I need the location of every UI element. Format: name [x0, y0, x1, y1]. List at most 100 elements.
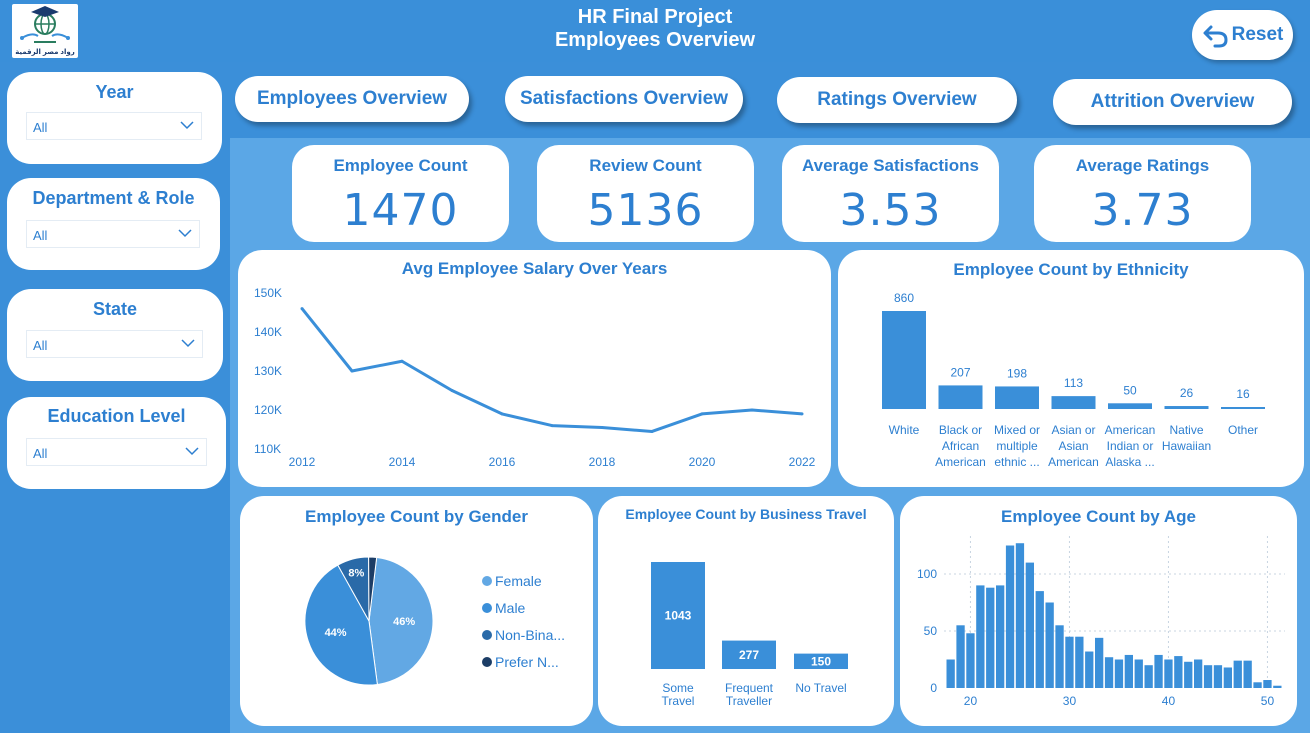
state-dropdown[interactable]: All	[26, 330, 203, 358]
year-dropdown[interactable]: All	[26, 112, 202, 140]
legend-marker	[482, 657, 492, 667]
age-bar	[1005, 545, 1015, 688]
age-bar	[1055, 625, 1064, 688]
x-tick-label: 30	[1063, 694, 1077, 708]
age-bar	[1085, 651, 1094, 688]
legend-marker	[482, 630, 492, 640]
nav-satisfactions-overview[interactable]: Satisfactions Overview	[505, 76, 743, 122]
y-tick-label: 150K	[254, 286, 282, 300]
ethnicity-category-label: multiple	[996, 439, 1038, 453]
page-title: HR Final Project Employees Overview	[455, 6, 855, 52]
age-bar	[1164, 659, 1173, 688]
ethnicity-bar	[1051, 396, 1096, 409]
education-level-dropdown[interactable]: All	[26, 438, 207, 466]
age-bar	[976, 585, 985, 688]
ethnicity-category-label: Hawaiian	[1162, 439, 1211, 453]
ethnicity-value-label: 26	[1180, 386, 1194, 400]
y-tick-label: 100	[917, 567, 937, 581]
salary-data-point	[300, 307, 304, 311]
y-tick-label: 110K	[254, 442, 281, 456]
salary-chart-card: Avg Employee Salary Over Years 150K 140K 1…	[238, 250, 831, 487]
age-bar	[956, 625, 965, 688]
ethnicity-bar	[1108, 403, 1152, 409]
age-bar	[1075, 636, 1084, 688]
salary-data-point	[700, 412, 704, 416]
reset-button[interactable]: Reset	[1192, 10, 1293, 60]
ethnicity-chart-title: Employee Count by Ethnicity	[953, 260, 1189, 279]
year-filter: Year All	[7, 72, 222, 164]
x-tick-label: 2022	[789, 455, 816, 469]
education-level-filter: Education Level All	[7, 397, 226, 489]
page-title-line2: Employees Overview	[554, 29, 756, 51]
age-chart-card: Employee Count by Age 20 30 40 50 100 50 0	[900, 496, 1297, 726]
ethnicity-category-label: Asian or	[1051, 423, 1095, 437]
ethnicity-bar	[882, 311, 926, 409]
age-bar	[1065, 636, 1074, 688]
travel-bar	[651, 562, 705, 669]
gender-pie-chart: 46% 44% 8% Female Male Non-Bina... Prefer N...	[304, 556, 565, 686]
age-bar	[1194, 659, 1203, 688]
kpi-average-ratings: Average Ratings 3.73	[1034, 145, 1251, 242]
travel-category-label: Some	[662, 681, 694, 695]
y-tick-label: 140K	[254, 325, 282, 339]
age-bar	[1095, 637, 1104, 688]
education-level-dropdown-value: All	[33, 446, 48, 461]
nav-ratings-overview[interactable]: Ratings Overview	[777, 77, 1017, 123]
age-bar	[1203, 665, 1213, 688]
salary-data-point	[750, 408, 754, 412]
kpi-label: Review Count	[589, 156, 702, 175]
kpi-value: 1470	[342, 185, 459, 236]
ethnicity-category-label: Other	[1228, 423, 1258, 437]
ethnicity-bar	[1164, 406, 1209, 409]
travel-category-label: Traveller	[726, 694, 772, 708]
pie-slice-label: 46%	[393, 616, 415, 628]
kpi-review-count: Review Count 5136	[537, 145, 754, 242]
pie-slice-label: 44%	[325, 627, 347, 639]
age-chart-title: Employee Count by Age	[1001, 507, 1196, 526]
undo-icon	[1203, 25, 1228, 48]
salary-data-point	[500, 412, 504, 416]
age-bar	[1263, 680, 1272, 688]
kpi-label: Average Satisfactions	[802, 156, 979, 175]
ethnicity-category-label: Native	[1169, 423, 1203, 437]
year-filter-title: Year	[95, 82, 134, 102]
y-tick-label: 50	[924, 624, 938, 638]
age-bar	[1213, 665, 1223, 688]
age-bar	[1035, 591, 1044, 688]
chevron-down-icon	[178, 229, 192, 238]
travel-bar	[722, 640, 776, 669]
department-role-dropdown[interactable]: All	[26, 220, 200, 248]
nav-attrition-overview[interactable]: Attrition Overview	[1053, 79, 1292, 125]
x-tick-label: 40	[1162, 694, 1176, 708]
x-tick-label: 2018	[589, 455, 616, 469]
department-role-filter-title: Department & Role	[32, 188, 195, 208]
age-bar	[1114, 659, 1124, 688]
age-bar	[1144, 665, 1153, 688]
kpi-value: 3.53	[839, 185, 942, 236]
kpi-average-satisfactions: Average Satisfactions 3.53	[782, 145, 999, 242]
gender-chart-card: Employee Count by Gender 46% 44% 8% Female M…	[240, 496, 593, 726]
state-filter-title: State	[92, 299, 137, 319]
ethnicity-category-label: American	[935, 455, 986, 469]
age-bar	[1154, 654, 1163, 688]
ethnicity-category-label: American	[1048, 455, 1099, 469]
nav-employees-overview[interactable]: Employees Overview	[235, 76, 469, 122]
kpi-label: Average Ratings	[1075, 156, 1210, 175]
kpi-label: Employee Count	[333, 156, 468, 175]
legend-label: Prefer N...	[495, 654, 559, 670]
travel-value-label: 277	[739, 648, 759, 662]
kpi-value: 5136	[587, 185, 704, 236]
state-dropdown-value: All	[33, 338, 48, 353]
reset-label: Reset	[1231, 24, 1284, 45]
travel-category-label: No Travel	[795, 681, 846, 695]
kpi-value: 3.73	[1091, 185, 1194, 236]
ethnicity-value-label: 860	[894, 291, 914, 305]
age-bar	[1273, 685, 1282, 688]
age-bar	[1223, 667, 1232, 688]
legend-label: Male	[495, 600, 526, 616]
ethnicity-category-label: Black or	[939, 423, 982, 437]
travel-value-label: 150	[811, 654, 831, 668]
ethnicity-bar	[995, 386, 1039, 409]
legend-label: Female	[495, 573, 542, 589]
travel-value-label: 1043	[665, 609, 692, 623]
